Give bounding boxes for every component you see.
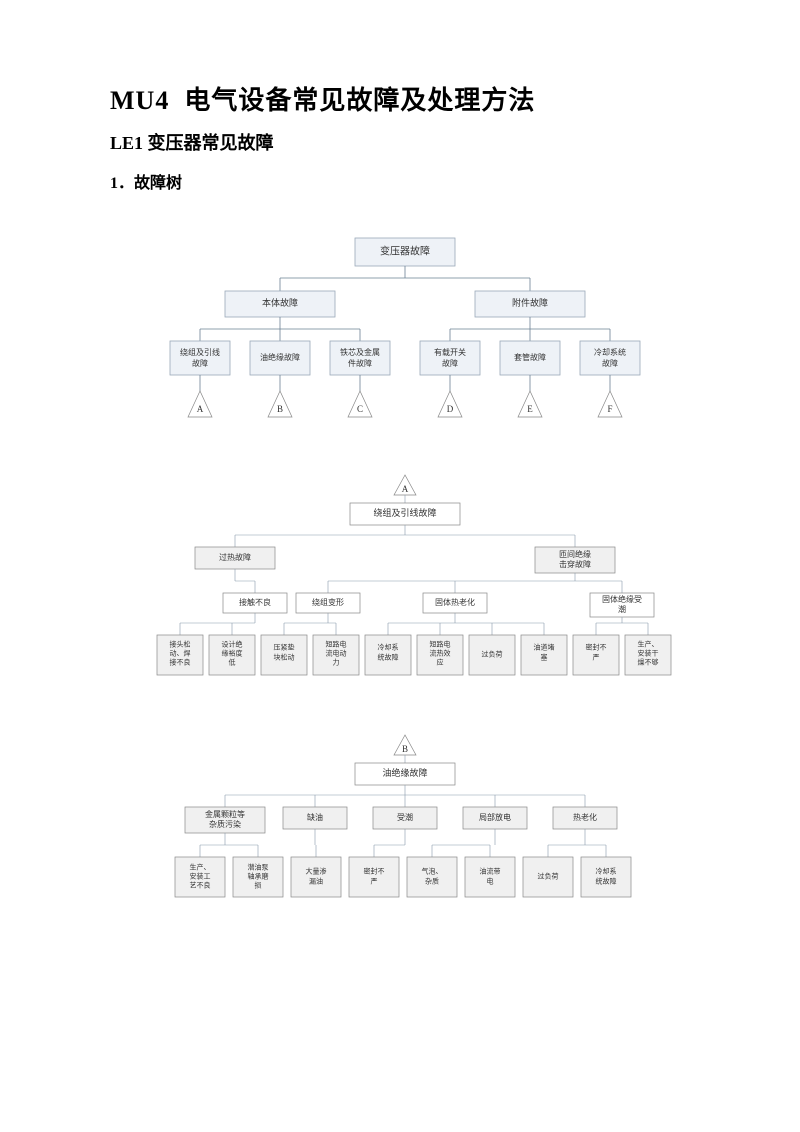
subtitle-code: LE1 xyxy=(110,133,143,153)
svg-text:故障: 故障 xyxy=(602,358,618,368)
svg-text:F: F xyxy=(607,404,612,414)
svg-text:油道堵: 油道堵 xyxy=(534,643,555,652)
svg-text:件故障: 件故障 xyxy=(348,358,372,368)
svg-text:流热效: 流热效 xyxy=(430,649,451,658)
svg-text:过负荷: 过负荷 xyxy=(538,872,559,881)
svg-text:绕组变形: 绕组变形 xyxy=(312,597,344,607)
svg-text:冷却系统: 冷却系统 xyxy=(594,347,626,357)
svg-text:塞: 塞 xyxy=(541,653,548,662)
svg-text:生产、: 生产、 xyxy=(638,640,659,649)
svg-text:冷却系: 冷却系 xyxy=(596,867,617,876)
svg-text:气泡、: 气泡、 xyxy=(422,867,443,876)
t1-l2-0: 本体故障 xyxy=(262,297,298,308)
svg-text:缺油: 缺油 xyxy=(307,812,323,822)
svg-text:固体热老化: 固体热老化 xyxy=(435,597,475,607)
svg-text:故障: 故障 xyxy=(442,358,458,368)
svg-text:E: E xyxy=(527,404,533,414)
svg-text:密封不: 密封不 xyxy=(586,643,607,652)
fault-tree-b: B 油绝缘故障 金属颗粒等杂质污染 缺油 受潮 局部放电 热老化 生产、安装工艺… xyxy=(145,733,665,933)
t1-l3-1: 油绝缘故障 xyxy=(260,352,300,362)
subtitle: LE1 变压器常见故障 xyxy=(110,129,700,155)
svg-text:B: B xyxy=(402,744,408,754)
section-number: 1．故障树 xyxy=(110,169,700,193)
svg-text:杂质: 杂质 xyxy=(425,877,439,886)
svg-text:铁芯及金属: 铁芯及金属 xyxy=(340,347,380,357)
t1-l2-1: 附件故障 xyxy=(512,297,548,308)
fault-tree-main: 变压器故障 本体故障 附件故障 绕组及引线 故障 油绝缘故障 铁芯及金属 件故障… xyxy=(145,233,665,443)
svg-text:短路电: 短路电 xyxy=(326,640,347,649)
svg-text:设计绝: 设计绝 xyxy=(222,640,243,649)
svg-text:C: C xyxy=(357,404,363,414)
svg-text:密封不: 密封不 xyxy=(364,867,385,876)
svg-text:力: 力 xyxy=(333,658,340,667)
title-text: 电气设备常见故障及处理方法 xyxy=(184,86,535,115)
svg-text:局部放电: 局部放电 xyxy=(479,812,511,822)
svg-text:应: 应 xyxy=(437,658,444,667)
svg-text:潜油泵: 潜油泵 xyxy=(248,863,269,872)
svg-text:轴承磨: 轴承磨 xyxy=(248,872,269,881)
svg-text:统故障: 统故障 xyxy=(596,877,617,886)
triangle-c: C xyxy=(348,391,372,417)
svg-text:金属颗粒等: 金属颗粒等 xyxy=(205,809,245,819)
svg-text:漏油: 漏油 xyxy=(309,877,323,886)
svg-text:绕组及引线故障: 绕组及引线故障 xyxy=(373,507,436,518)
t1-l3-0b: 故障 xyxy=(192,358,208,368)
page-title: MU4 电气设备常见故障及处理方法 xyxy=(110,80,700,117)
svg-text:严: 严 xyxy=(371,878,378,886)
t1-l3-0a: 绕组及引线 xyxy=(180,347,220,357)
svg-text:流电动: 流电动 xyxy=(326,649,347,658)
svg-text:接不良: 接不良 xyxy=(170,658,191,667)
svg-text:安装干: 安装干 xyxy=(638,649,659,658)
svg-text:严: 严 xyxy=(593,654,600,662)
svg-text:燥不够: 燥不够 xyxy=(638,658,659,667)
svg-text:热老化: 热老化 xyxy=(573,812,597,822)
title-code: MU4 xyxy=(110,86,169,115)
svg-text:过热故障: 过热故障 xyxy=(219,552,251,562)
triangle-a: A xyxy=(188,391,212,417)
svg-text:低: 低 xyxy=(229,658,236,667)
svg-text:油流带: 油流带 xyxy=(480,867,501,876)
svg-text:匝间绝缘: 匝间绝缘 xyxy=(559,549,591,559)
svg-text:艺不良: 艺不良 xyxy=(190,881,211,890)
svg-text:接头松: 接头松 xyxy=(170,640,191,649)
svg-text:安装工: 安装工 xyxy=(190,872,211,881)
svg-text:油绝缘故障: 油绝缘故障 xyxy=(382,767,427,778)
t1-l3-4: 套管故障 xyxy=(514,352,546,362)
svg-text:大量渗: 大量渗 xyxy=(306,867,327,876)
svg-text:D: D xyxy=(447,404,454,414)
svg-text:固体绝缘受: 固体绝缘受 xyxy=(602,594,642,604)
svg-text:杂质污染: 杂质污染 xyxy=(209,819,241,829)
svg-text:有载开关: 有载开关 xyxy=(434,347,466,357)
svg-text:过负荷: 过负荷 xyxy=(482,650,503,659)
subtitle-text: 变压器常见故障 xyxy=(148,133,274,153)
svg-text:接触不良: 接触不良 xyxy=(239,597,271,607)
svg-text:生产、: 生产、 xyxy=(190,863,211,872)
svg-text:缘裕度: 缘裕度 xyxy=(222,649,243,658)
svg-text:电: 电 xyxy=(487,877,494,886)
triangle-f: F xyxy=(598,391,622,417)
triangle-e: E xyxy=(518,391,542,417)
svg-text:损: 损 xyxy=(255,881,262,890)
svg-text:块松动: 块松动 xyxy=(274,653,295,662)
svg-text:潮: 潮 xyxy=(618,604,626,614)
svg-text:短路电: 短路电 xyxy=(430,640,451,649)
svg-text:冷却系: 冷却系 xyxy=(378,643,399,652)
triangle-d: D xyxy=(438,391,462,417)
svg-text:受潮: 受潮 xyxy=(397,812,413,822)
svg-text:A: A xyxy=(402,484,409,494)
svg-text:统故障: 统故障 xyxy=(378,653,399,662)
fault-tree-a: A 绕组及引线故障 过热故障 匝间绝缘 击穿故障 接触不良 绕组变形 固体热老化… xyxy=(135,473,675,703)
triangle-b: B xyxy=(268,391,292,417)
svg-text:压紧垫: 压紧垫 xyxy=(274,643,295,652)
svg-text:B: B xyxy=(277,404,283,414)
svg-text:A: A xyxy=(197,404,204,414)
svg-text:击穿故障: 击穿故障 xyxy=(559,559,591,569)
t1-root: 变压器故障 xyxy=(380,244,430,257)
svg-text:动、焊: 动、焊 xyxy=(170,649,191,658)
